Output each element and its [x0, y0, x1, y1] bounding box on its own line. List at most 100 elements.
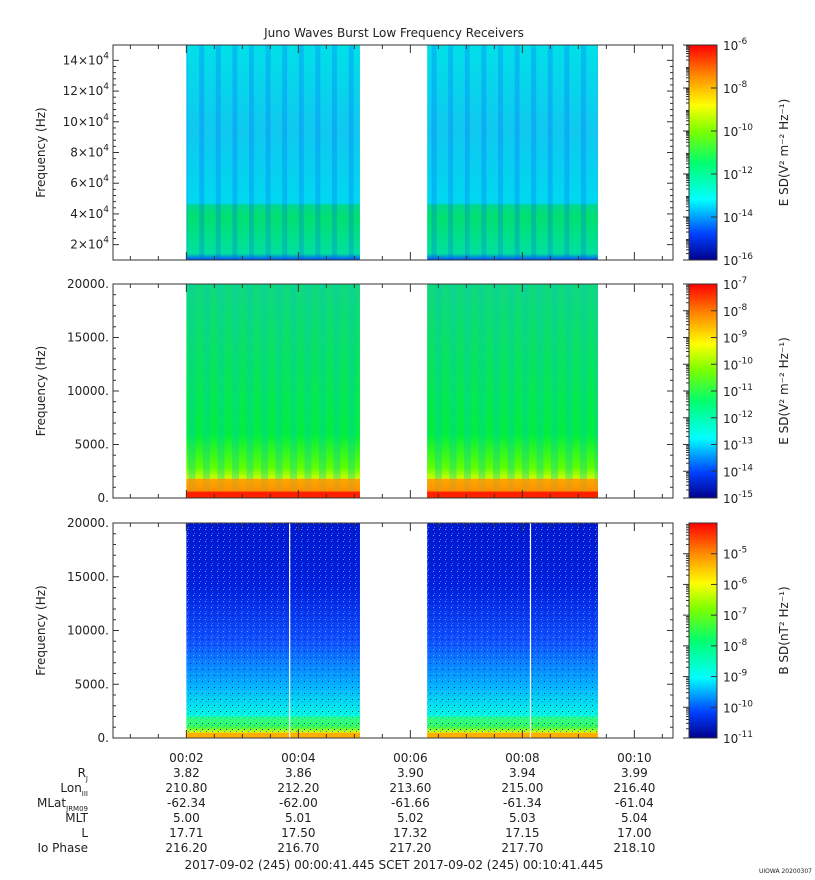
ephemeris-value: -62.00: [279, 796, 318, 810]
time-tick-label: 00:04: [281, 751, 316, 765]
y-tick-label: 5000.: [75, 677, 109, 691]
ephemeris-value: 217.70: [501, 841, 543, 855]
ephemeris-value: 217.20: [389, 841, 431, 855]
y-tick-label: 20000.: [67, 277, 109, 291]
ephemeris-value: 5.00: [173, 811, 200, 825]
ephemeris-value: -62.34: [167, 796, 206, 810]
ephemeris-label: MLatJRM09: [37, 796, 88, 813]
emission-core-1: [186, 491, 360, 498]
burst-texture-2: [427, 523, 598, 738]
y-tick-label: 15000.: [67, 331, 109, 345]
time-tick-label: 00:02: [169, 751, 204, 765]
y-tick-label: 6×104: [70, 174, 109, 190]
ephemeris-label: LonIII: [60, 781, 88, 798]
version-stamp: UIOWA 20200307: [759, 868, 812, 875]
colorbar-label: B SD(nT² Hz⁻¹): [777, 586, 791, 674]
time-range-label: 2017-09-02 (245) 00:00:41.445 SCET 2017-…: [184, 858, 603, 872]
y-tick-label: 0.: [98, 731, 109, 745]
emission-core-2: [427, 491, 598, 498]
colorbar-tick-label: 10-12: [723, 410, 753, 426]
ephemeris-value: 17.15: [505, 826, 539, 840]
ephemeris-value: 212.20: [277, 781, 319, 795]
colorbar-label: E SD(V² m⁻² Hz⁻¹): [777, 337, 791, 445]
y-tick-label: 15000.: [67, 570, 109, 584]
colorbar: [688, 522, 718, 739]
ephemeris-value: 216.70: [277, 841, 319, 855]
y-tick-label: 5000.: [75, 438, 109, 452]
y-tick-label: 10000.: [67, 624, 109, 638]
colorbar-tick-label: 10-10: [723, 699, 753, 715]
colorbar-tick-label: 10-8: [723, 80, 748, 96]
ephemeris-value: 3.99: [621, 766, 648, 780]
ephemeris-value: 17.00: [617, 826, 651, 840]
colorbar-tick-label: 10-6: [723, 37, 748, 53]
y-tick-label: 14×104: [63, 51, 110, 67]
colorbar-tick-label: 10-9: [723, 330, 748, 346]
chart-title: Juno Waves Burst Low Frequency Receivers: [263, 26, 524, 40]
burst-texture-2: [427, 45, 598, 260]
panel-1: 2×104 4×104 6×104 8×104 10×104 12×104 14×104 Fr…: [34, 37, 791, 268]
ephemeris-value: 5.03: [509, 811, 536, 825]
y-tick-label: 4×104: [70, 205, 109, 221]
y-tick-label: 10×104: [63, 113, 110, 129]
y-tick-label: 0.: [98, 491, 109, 505]
colorbar-tick-label: 10-14: [723, 463, 753, 479]
ephemeris-value: 213.60: [389, 781, 431, 795]
colorbar-tick-label: 10-5: [723, 546, 747, 562]
ephemeris-value: 218.10: [613, 841, 655, 855]
y-tick-label: 10000.: [67, 384, 109, 398]
colorbar-label: E SD(V² m⁻² Hz⁻¹): [777, 99, 791, 207]
emission-band-1: [186, 716, 360, 723]
ephemeris-value: 216.40: [613, 781, 655, 795]
y-tick-label: 2×104: [70, 236, 109, 252]
colorbar-tick-label: 10-11: [723, 730, 753, 746]
y-tick-label: 20000.: [67, 516, 109, 530]
colorbar-tick-label: 10-7: [723, 276, 747, 292]
panel-2: 0. 5000. 10000. 15000. 20000. Frequency (Hz) 1…: [34, 276, 791, 506]
ephemeris-value: 17.32: [393, 826, 427, 840]
ephemeris-value: 5.01: [285, 811, 312, 825]
ephemeris-value: 3.94: [509, 766, 536, 780]
colorbar-tick-label: 10-11: [723, 383, 753, 399]
y-axis-label: Frequency (Hz): [34, 107, 48, 198]
emission-band-2: [427, 478, 598, 492]
colorbar-tick-label: 10-12: [723, 166, 753, 182]
time-tick-label: 00:10: [617, 751, 652, 765]
ephemeris-value: 17.50: [281, 826, 315, 840]
colorbar: [688, 44, 718, 261]
ephemeris-value: -61.66: [391, 796, 430, 810]
ephemeris-label: RJ: [78, 766, 88, 783]
ephemeris-label: Io Phase: [37, 841, 88, 855]
time-tick-label: 00:08: [505, 751, 540, 765]
burst-texture-1: [186, 523, 360, 738]
colorbar-tick-label: 10-14: [723, 209, 753, 225]
ephemeris-value: 3.82: [173, 766, 200, 780]
panel-3: 0. 5000. 10000. 15000. 20000. Frequency (Hz) 1…: [34, 516, 791, 746]
y-axis-label: Frequency (Hz): [34, 346, 48, 437]
ephemeris-label: L: [81, 826, 88, 840]
colorbar-tick-label: 10-13: [723, 437, 753, 453]
ephemeris-label: MLT: [65, 811, 88, 825]
ephemeris-value: -61.04: [615, 796, 654, 810]
ephemeris-value: 3.90: [397, 766, 424, 780]
ephemeris-value: -61.34: [503, 796, 542, 810]
burst-texture-1: [186, 45, 360, 260]
ephemeris-value: 5.02: [397, 811, 424, 825]
time-tick-label: 00:06: [393, 751, 428, 765]
ephemeris-value: 210.80: [165, 781, 207, 795]
ephemeris-value: 216.20: [165, 841, 207, 855]
emission-core-2: [427, 732, 598, 738]
colorbar-tick-label: 10-10: [723, 123, 753, 139]
colorbar-tick-label: 10-9: [723, 669, 748, 685]
ephemeris-value: 5.04: [621, 811, 648, 825]
burst-texture-1: [186, 284, 360, 498]
colorbar-tick-label: 10-8: [723, 638, 748, 654]
y-axis-label: Frequency (Hz): [34, 585, 48, 676]
colorbar-tick-label: 10-6: [723, 576, 748, 592]
colorbar-tick-label: 10-7: [723, 607, 747, 623]
colorbar-tick-label: 10-15: [723, 490, 753, 506]
colorbar-tick-label: 10-10: [723, 356, 753, 372]
emission-core-1: [186, 732, 360, 738]
emission-band-1: [186, 478, 360, 492]
